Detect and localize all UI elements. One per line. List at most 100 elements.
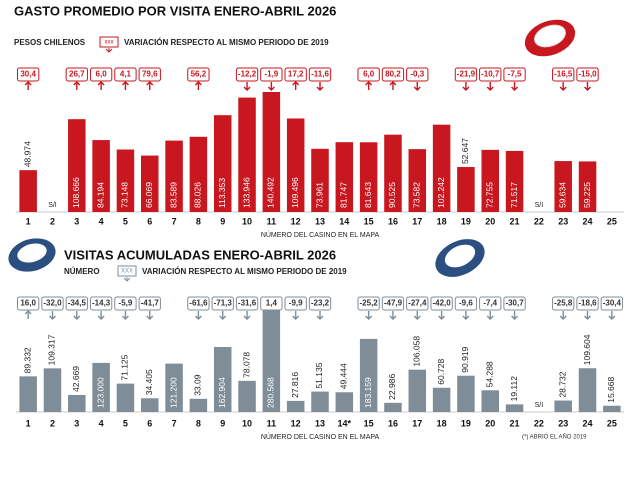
variation-label: 56,2 (191, 70, 207, 79)
x-tick-label: 3 (74, 216, 79, 226)
x-tick-label: 10 (242, 418, 252, 428)
variation-label: -9,6 (459, 299, 473, 308)
value-label: 102.242 (436, 177, 446, 208)
variation-arrow (73, 81, 81, 90)
variation-label: 80,2 (385, 70, 401, 79)
bar (286, 118, 305, 212)
variation-arrow (316, 82, 324, 91)
value-label: 73.582 (412, 182, 422, 208)
value-label: 59.634 (557, 182, 567, 208)
x-tick-label: 23 (558, 418, 568, 428)
variation-label: -34,5 (68, 299, 87, 308)
x-tick-label: 8 (196, 418, 201, 428)
variation-label: -16,5 (554, 70, 573, 79)
variation-box (357, 67, 380, 82)
variation-arrow (48, 311, 56, 320)
value-label: 52.647 (460, 138, 470, 164)
legend-arrow (123, 277, 131, 282)
variation-box (576, 296, 599, 311)
variation-arrow (292, 311, 300, 320)
x-tick-label: 8 (196, 216, 201, 226)
value-label: 162.904 (217, 377, 227, 408)
chart-subtitle: NÚMERO (64, 267, 100, 276)
bar (578, 161, 597, 212)
value-label: 90.525 (387, 182, 397, 208)
bar (554, 161, 572, 212)
variation-arrow (462, 82, 470, 91)
variation-label: 30,4 (20, 70, 36, 79)
x-tick-label: 22 (534, 216, 544, 226)
value-label: 48.974 (22, 141, 32, 167)
bar (554, 400, 572, 412)
x-tick-label: 11 (267, 216, 277, 226)
value-label: 183.159 (363, 377, 373, 408)
bar (384, 134, 402, 212)
bar (457, 167, 475, 212)
variation-arrow (559, 82, 567, 91)
bar (141, 398, 159, 412)
variation-box (357, 296, 380, 311)
variation-label: -41,7 (141, 299, 160, 308)
legend-marker: xxx (105, 40, 114, 46)
variation-label: -1,9 (264, 70, 278, 79)
variation-arrow (316, 311, 324, 320)
bar (457, 375, 475, 412)
variation-label: -32,0 (43, 299, 62, 308)
variation-box (479, 296, 502, 311)
value-label: 73.961 (314, 182, 324, 208)
variation-arrow (608, 311, 616, 320)
x-tick-label: 1 (26, 216, 31, 226)
variation-box (114, 67, 137, 82)
variation-label: -71,3 (214, 299, 233, 308)
variation-label: 16,0 (20, 299, 36, 308)
x-tick-label: 2 (50, 216, 55, 226)
variation-arrow (389, 81, 397, 90)
bar (359, 142, 378, 212)
value-label: 78.078 (241, 352, 251, 378)
bar (116, 383, 135, 412)
value-label: 19.112 (509, 376, 519, 402)
variation-arrow (486, 82, 494, 91)
variation-arrow (121, 311, 129, 320)
x-tick-label: 24 (583, 216, 593, 226)
bar (165, 140, 183, 212)
value-label: 71.125 (120, 354, 130, 380)
variation-label: 6,0 (363, 70, 375, 79)
variation-label: 4,1 (120, 70, 132, 79)
value-label: 27.816 (290, 372, 300, 398)
variation-label: -15,0 (578, 70, 597, 79)
x-tick-label: 13 (315, 418, 325, 428)
variation-box (260, 296, 283, 311)
variation-box (308, 296, 332, 311)
variation-arrow (243, 82, 251, 91)
variation-box (17, 67, 40, 82)
x-tick-label: 9 (220, 216, 225, 226)
x-tick-label: 19 (461, 418, 471, 428)
x-tick-label: 19 (461, 216, 471, 226)
value-label: 49.444 (339, 363, 349, 389)
variation-label: -27,4 (408, 299, 427, 308)
variation-label: -11,6 (311, 70, 329, 79)
bar (19, 170, 37, 212)
x-tick-label: 14* (338, 418, 352, 428)
bar (116, 149, 135, 212)
variation-box (406, 296, 429, 311)
variation-box (552, 67, 575, 82)
legend-label: VARIACIÓN RESPECTO AL MISMO PERIODO DE 2… (142, 267, 347, 276)
variation-arrow (194, 81, 202, 90)
value-label: 84.194 (95, 182, 105, 208)
x-tick-label: 20 (485, 418, 495, 428)
bar (408, 149, 427, 212)
legend-label: VARIACIÓN RESPECTO AL MISMO PERIODO DE 2… (124, 38, 329, 47)
bar (92, 362, 110, 412)
variation-label: 1,4 (266, 299, 278, 308)
bar (189, 136, 208, 212)
value-label: 15.668 (606, 376, 616, 402)
variation-label: -7,4 (483, 299, 497, 308)
variation-label: -25,8 (554, 299, 573, 308)
value-label: 73.148 (120, 182, 130, 208)
bar (68, 394, 86, 412)
value-label: 33.09 (193, 374, 203, 396)
value-label: 72.755 (484, 182, 494, 208)
value-label: 54.288 (484, 361, 494, 387)
